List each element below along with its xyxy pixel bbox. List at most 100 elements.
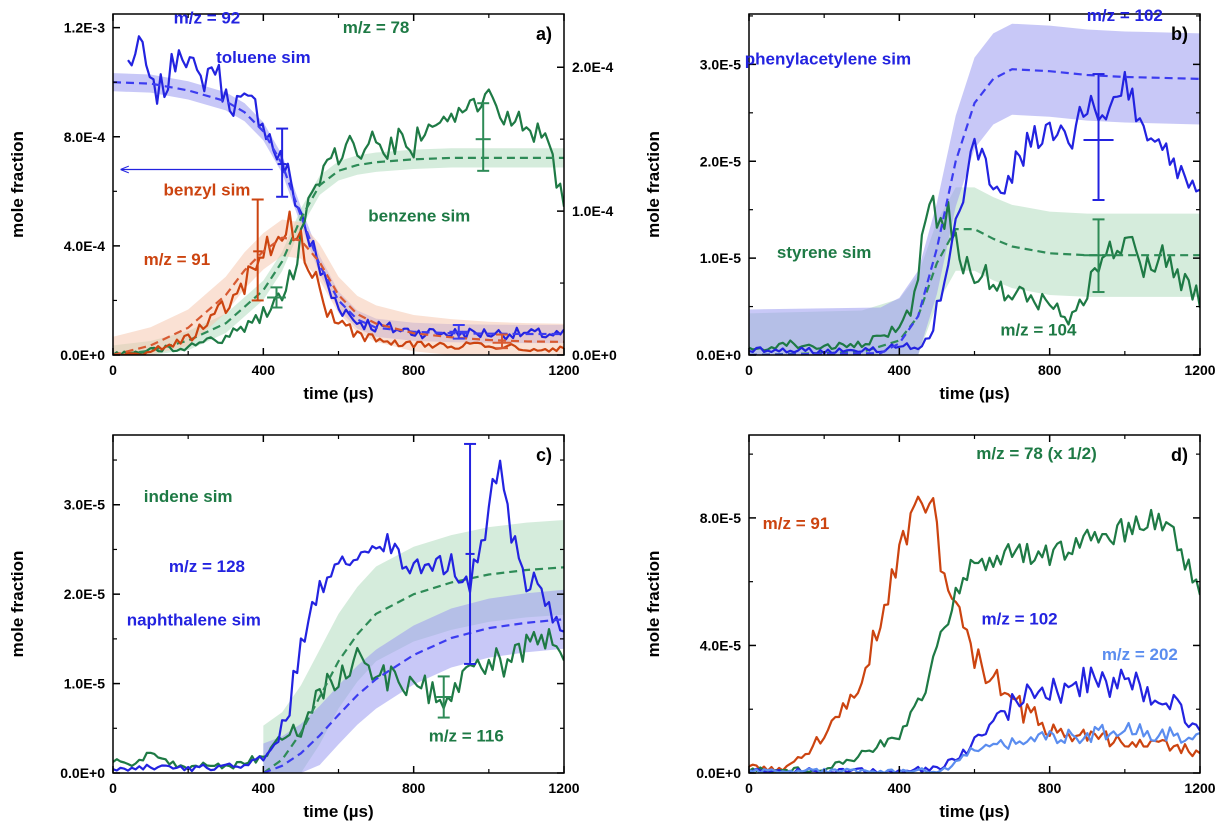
x-tick-label: 800 <box>402 362 426 378</box>
x-tick-label: 1200 <box>548 780 579 796</box>
y-tick-label: 0.0E+0 <box>696 765 741 781</box>
x-tick-label: 1200 <box>1184 780 1215 796</box>
x-tick-label: 400 <box>252 362 276 378</box>
x-tick-label: 0 <box>109 362 117 378</box>
uncertainty-band <box>749 23 1200 355</box>
x-tick-label: 400 <box>888 780 912 796</box>
series-annotation: m/z = 116 <box>429 727 504 746</box>
series-annotation: m/z = 202 <box>1102 645 1178 664</box>
panel-label: a) <box>536 24 552 44</box>
error-bar <box>475 102 491 172</box>
series-annotation: m/z = 91 <box>763 514 830 533</box>
series-annotation: toluene sim <box>216 48 310 67</box>
x-axis-label: time (µs) <box>303 384 373 403</box>
y-tick-label: 0.0E+0 <box>696 347 741 363</box>
error-bar <box>251 198 264 302</box>
series-line-benzene-sim <box>113 156 564 355</box>
y-axis-label: mole fraction <box>8 131 27 238</box>
chart-panel-3: 0 400 800 1200 0.0E+0 1.0E-5 2.0E-5 3.0E-5 time … <box>8 434 580 821</box>
series-annotation: m/z = 102 <box>982 610 1058 629</box>
y2-tick-label: 2.0E-4 <box>572 59 613 75</box>
series-annotation: m/z = 102 <box>1087 6 1163 25</box>
series-line-m-z-128 <box>113 459 564 773</box>
series-line-toluene-sim <box>113 81 564 336</box>
y-axis-label: mole fraction <box>644 551 663 658</box>
x-tick-label: 400 <box>888 362 912 378</box>
error-bar <box>1083 73 1114 201</box>
series-annotation: m/z = 91 <box>144 250 211 269</box>
series-line-m-z-104 <box>749 194 1200 352</box>
panel-label: d) <box>1171 445 1188 465</box>
chart-panel-2: 0 400 800 1200 0.0E+0 1.0E-5 2.0E-5 3.0E-5 time … <box>644 6 1216 403</box>
error-bar <box>267 286 286 309</box>
plot-area <box>113 35 564 355</box>
uncertainty-band <box>263 519 564 773</box>
y-tick-label: 3.0E-5 <box>64 497 105 513</box>
series-annotation: m/z = 78 (x 1/2) <box>976 444 1096 463</box>
y-tick-label: 0.0E+0 <box>60 765 105 781</box>
series-line-m-z-91 <box>749 495 1200 773</box>
series-annotation: m/z = 92 <box>174 9 241 28</box>
x-tick-label: 800 <box>402 780 426 796</box>
x-tick-label: 800 <box>1038 362 1062 378</box>
chart-panel-4: 0 400 800 1200 0.0E+0 4.0E-5 8.0E-5 time (µs) mo… <box>644 434 1216 821</box>
y-tick-label: 1.0E-5 <box>700 250 741 266</box>
error-bar <box>449 323 469 340</box>
series-annotation: styrene sim <box>777 243 872 262</box>
x-tick-label: 0 <box>109 780 117 796</box>
series-line-naphthalene-sim <box>262 618 564 773</box>
x-tick-label: 400 <box>252 780 276 796</box>
plot-area <box>749 495 1200 773</box>
y-axis-label: mole fraction <box>8 551 27 658</box>
y-tick-label: 1.0E-5 <box>64 676 105 692</box>
panel-label: b) <box>1171 24 1188 44</box>
x-tick-label: 800 <box>1038 780 1062 796</box>
x-tick-label: 0 <box>745 780 753 796</box>
panel-label: c) <box>536 445 552 465</box>
series-line-m-z-202 <box>749 721 1200 773</box>
y-tick-label: 3.0E-5 <box>700 56 741 72</box>
series-line-m-z-92 <box>127 35 564 341</box>
y2-tick-label: 1.0E-4 <box>572 203 613 219</box>
y-tick-label: 8.0E-4 <box>64 129 105 145</box>
y-tick-label: 4.0E-5 <box>700 637 741 653</box>
series-annotation: phenylacetylene sim <box>745 49 911 68</box>
y2-tick-label: 0.0E+0 <box>572 347 617 363</box>
y-axis-label: mole fraction <box>644 131 663 238</box>
series-annotation: m/z = 128 <box>169 557 245 576</box>
series-annotation: naphthalene sim <box>127 610 261 629</box>
plot-area <box>749 23 1200 355</box>
error-bar <box>492 333 512 350</box>
series-annotation: benzyl sim <box>163 180 250 199</box>
series-line-styrene-sim <box>749 228 1200 355</box>
y-tick-label: 2.0E-5 <box>64 586 105 602</box>
error-bar <box>276 127 289 198</box>
error-bar <box>464 442 477 665</box>
y-tick-label: 2.0E-5 <box>700 153 741 169</box>
series-annotation: m/z = 78 <box>343 18 410 37</box>
plot-frame <box>748 434 1201 774</box>
chart-panel-1: 0 400 800 12000.0E+04.0E-48.0E-41.2E-30.0E+… <box>8 9 617 403</box>
uncertainty-band <box>113 219 564 355</box>
series-annotation: m/z = 104 <box>1000 321 1077 340</box>
x-tick-label: 0 <box>745 362 753 378</box>
error-bar <box>436 675 452 719</box>
y-tick-label: 1.2E-3 <box>64 20 105 36</box>
series-line-indene-sim <box>262 566 564 773</box>
series-line-phenylacetylene-sim <box>749 68 1200 355</box>
x-axis-label: time (µs) <box>939 384 1009 403</box>
series-annotation: indene sim <box>144 487 233 506</box>
series-line-m-z-78 <box>113 88 564 355</box>
x-axis-label: time (µs) <box>939 802 1009 821</box>
series-annotation: benzene sim <box>368 206 470 225</box>
x-tick-label: 1200 <box>1184 362 1215 378</box>
y-tick-label: 0.0E+0 <box>60 347 105 363</box>
error-bar <box>1083 218 1114 294</box>
x-tick-label: 1200 <box>548 362 579 378</box>
x-axis-label: time (µs) <box>303 802 373 821</box>
series-line-m-z-91 <box>113 210 564 355</box>
series-line-m-z-102 <box>749 666 1200 773</box>
y-tick-label: 4.0E-4 <box>64 238 105 254</box>
y-tick-label: 8.0E-5 <box>700 510 741 526</box>
